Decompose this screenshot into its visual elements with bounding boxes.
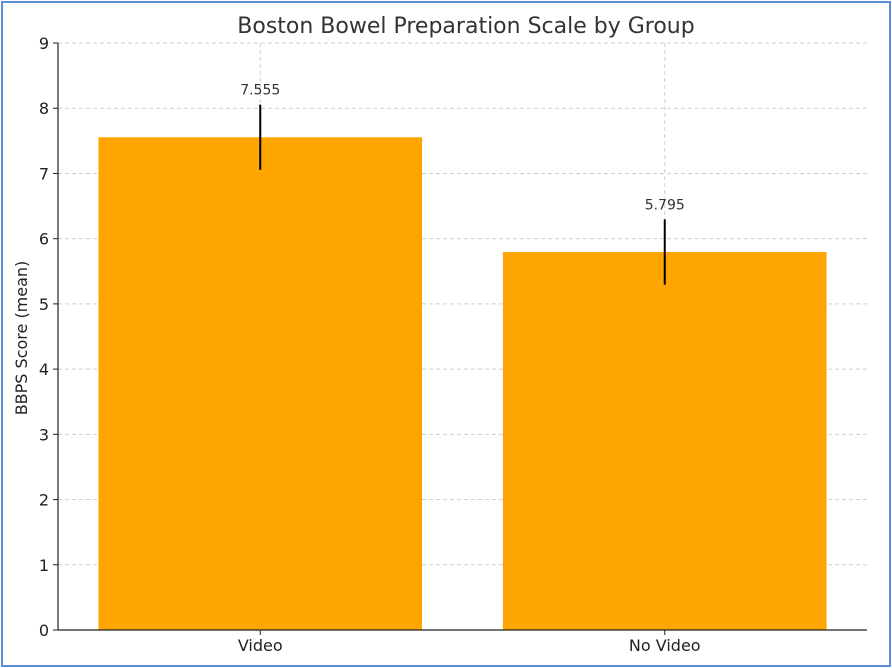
y-tick-label: 7 (39, 164, 49, 183)
bar-value-label: 5.795 (645, 197, 685, 213)
y-axis-label: BBPS Score (mean) (12, 261, 31, 416)
y-tick-label: 2 (39, 491, 49, 510)
x-tick-label: No Video (629, 636, 701, 655)
y-tick-label: 0 (39, 621, 49, 640)
y-tick-label: 6 (39, 230, 49, 249)
bars (98, 104, 827, 631)
data-labels: 7.555 5.795 (240, 83, 685, 214)
y-tick-label: 3 (39, 425, 49, 444)
y-tick-label: 1 (39, 556, 49, 575)
bar-value-label: 7.555 (240, 83, 280, 99)
y-tick-label: 9 (39, 34, 49, 53)
y-tick-label: 5 (39, 295, 49, 314)
axes: 0 1 2 3 4 5 6 7 8 9 Video No Video (39, 34, 867, 655)
chart-title: Boston Bowel Preparation Scale by Group (237, 14, 694, 39)
bar-video (98, 137, 423, 631)
bar-no-video (502, 252, 827, 630)
y-tick-label: 8 (39, 99, 49, 118)
y-tick-label: 4 (39, 360, 49, 379)
x-tick-label: Video (238, 636, 283, 655)
bar-chart: Boston Bowel Preparation Scale by Group … (12, 14, 867, 655)
